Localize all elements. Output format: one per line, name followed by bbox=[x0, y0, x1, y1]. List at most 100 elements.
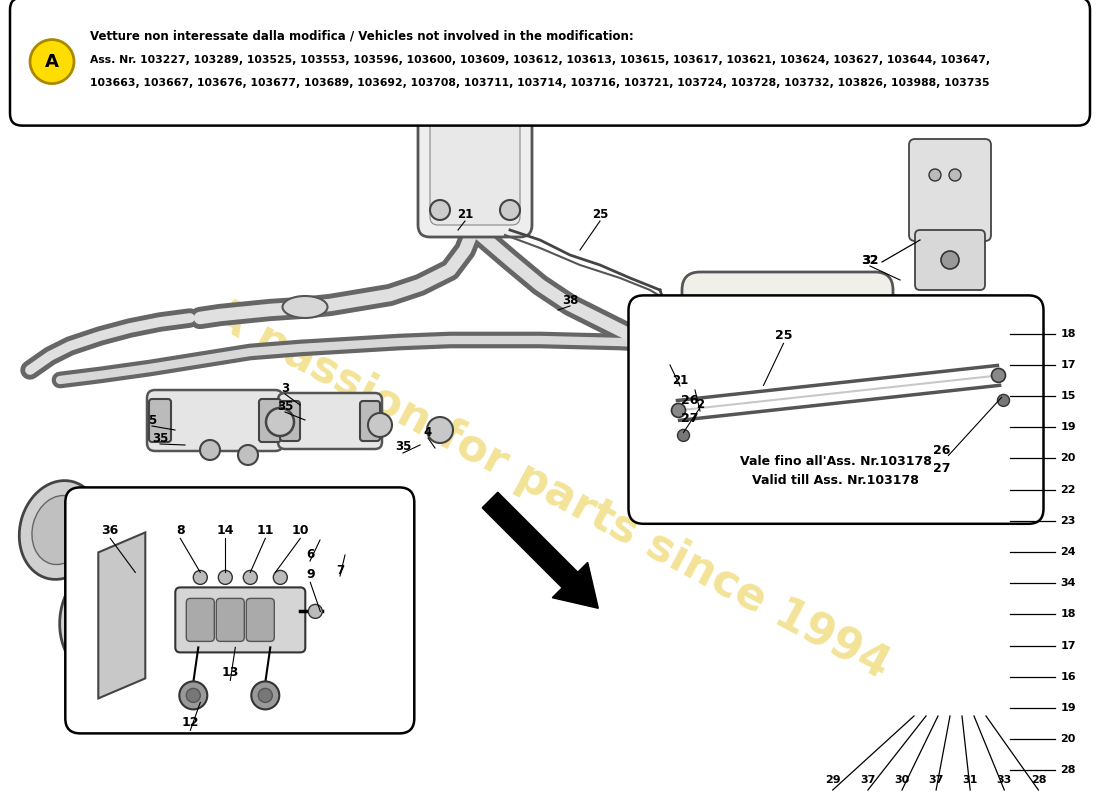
FancyBboxPatch shape bbox=[147, 390, 283, 451]
FancyBboxPatch shape bbox=[186, 598, 214, 642]
Text: 15: 15 bbox=[1060, 391, 1076, 401]
Ellipse shape bbox=[283, 296, 328, 318]
Text: 2: 2 bbox=[696, 398, 704, 411]
FancyBboxPatch shape bbox=[360, 401, 379, 441]
Text: 8: 8 bbox=[176, 524, 185, 537]
Text: 29: 29 bbox=[825, 775, 840, 785]
Text: 35: 35 bbox=[395, 441, 411, 454]
Text: 34: 34 bbox=[1060, 578, 1076, 588]
Circle shape bbox=[238, 445, 258, 465]
Ellipse shape bbox=[59, 560, 161, 680]
Circle shape bbox=[186, 688, 200, 702]
Circle shape bbox=[251, 682, 279, 710]
Text: 21: 21 bbox=[456, 209, 473, 222]
Circle shape bbox=[949, 169, 961, 181]
Text: 28: 28 bbox=[1031, 775, 1046, 785]
Text: 27: 27 bbox=[682, 412, 698, 425]
Text: 18: 18 bbox=[1060, 329, 1076, 338]
Circle shape bbox=[218, 570, 232, 584]
Circle shape bbox=[991, 368, 1005, 382]
Circle shape bbox=[200, 440, 220, 460]
Circle shape bbox=[674, 412, 690, 428]
Text: 5: 5 bbox=[147, 414, 156, 426]
FancyBboxPatch shape bbox=[217, 598, 244, 642]
Text: 35: 35 bbox=[277, 399, 294, 413]
Circle shape bbox=[243, 570, 257, 584]
Text: 27: 27 bbox=[934, 462, 952, 475]
Text: A: A bbox=[45, 53, 59, 70]
Text: 17: 17 bbox=[1060, 641, 1076, 650]
Circle shape bbox=[678, 430, 690, 442]
FancyBboxPatch shape bbox=[865, 305, 930, 490]
Text: 25: 25 bbox=[774, 329, 792, 342]
Text: 4: 4 bbox=[424, 426, 432, 438]
Text: 14: 14 bbox=[217, 524, 234, 537]
FancyBboxPatch shape bbox=[682, 272, 893, 523]
Text: 31: 31 bbox=[962, 775, 978, 785]
Text: 20: 20 bbox=[1060, 454, 1076, 463]
Text: 32: 32 bbox=[861, 254, 879, 266]
FancyBboxPatch shape bbox=[175, 587, 306, 653]
Text: 24: 24 bbox=[1060, 547, 1076, 557]
Circle shape bbox=[368, 413, 392, 437]
Text: 28: 28 bbox=[1060, 766, 1076, 775]
Circle shape bbox=[179, 682, 207, 710]
Text: 26: 26 bbox=[682, 394, 698, 407]
Ellipse shape bbox=[20, 481, 101, 579]
Circle shape bbox=[930, 169, 940, 181]
FancyBboxPatch shape bbox=[258, 399, 280, 442]
FancyBboxPatch shape bbox=[418, 93, 532, 237]
FancyBboxPatch shape bbox=[278, 393, 382, 449]
Polygon shape bbox=[98, 533, 145, 698]
Circle shape bbox=[998, 394, 1010, 406]
FancyBboxPatch shape bbox=[654, 345, 710, 455]
Text: 30: 30 bbox=[894, 775, 910, 785]
Text: 36: 36 bbox=[101, 524, 119, 537]
FancyBboxPatch shape bbox=[10, 0, 1090, 126]
Circle shape bbox=[430, 200, 450, 220]
Circle shape bbox=[908, 457, 923, 473]
Text: 13: 13 bbox=[221, 666, 239, 679]
Text: 17: 17 bbox=[1060, 360, 1076, 370]
Circle shape bbox=[500, 200, 520, 220]
Circle shape bbox=[266, 408, 294, 436]
Circle shape bbox=[908, 417, 923, 433]
Text: Vetture non interessate dalla modifica / Vehicles not involved in the modificati: Vetture non interessate dalla modifica /… bbox=[90, 30, 634, 42]
Text: Vale fino all'Ass. Nr.103178
Valid till Ass. Nr.103178: Vale fino all'Ass. Nr.103178 Valid till … bbox=[739, 454, 932, 486]
FancyBboxPatch shape bbox=[246, 598, 274, 642]
Text: 37: 37 bbox=[928, 775, 944, 785]
Text: 1: 1 bbox=[486, 82, 494, 94]
FancyBboxPatch shape bbox=[628, 295, 1044, 524]
Text: 32: 32 bbox=[862, 254, 878, 266]
FancyBboxPatch shape bbox=[430, 105, 520, 225]
Ellipse shape bbox=[73, 575, 147, 665]
Text: 3: 3 bbox=[280, 382, 289, 394]
Text: 7: 7 bbox=[336, 563, 344, 577]
Text: 10: 10 bbox=[292, 524, 309, 537]
Text: 26: 26 bbox=[934, 444, 950, 457]
Ellipse shape bbox=[32, 495, 88, 565]
Text: 19: 19 bbox=[1060, 703, 1076, 713]
FancyBboxPatch shape bbox=[909, 139, 991, 241]
Circle shape bbox=[427, 417, 453, 443]
Circle shape bbox=[940, 251, 959, 269]
Circle shape bbox=[908, 372, 923, 388]
Text: 35: 35 bbox=[152, 431, 168, 445]
Text: 33: 33 bbox=[997, 775, 1012, 785]
Text: 16: 16 bbox=[1060, 672, 1076, 682]
Circle shape bbox=[194, 570, 207, 584]
Text: 37: 37 bbox=[860, 775, 876, 785]
FancyArrow shape bbox=[482, 492, 598, 608]
FancyBboxPatch shape bbox=[148, 399, 170, 442]
FancyBboxPatch shape bbox=[65, 487, 415, 734]
Text: 6: 6 bbox=[306, 549, 315, 562]
Text: 12: 12 bbox=[182, 716, 199, 729]
Circle shape bbox=[908, 327, 923, 343]
Text: 21: 21 bbox=[672, 374, 689, 386]
Text: 9: 9 bbox=[306, 568, 315, 581]
Circle shape bbox=[674, 362, 690, 378]
Circle shape bbox=[258, 688, 273, 702]
Text: 38: 38 bbox=[562, 294, 579, 306]
Text: 19: 19 bbox=[1060, 422, 1076, 432]
Text: 11: 11 bbox=[256, 524, 274, 537]
